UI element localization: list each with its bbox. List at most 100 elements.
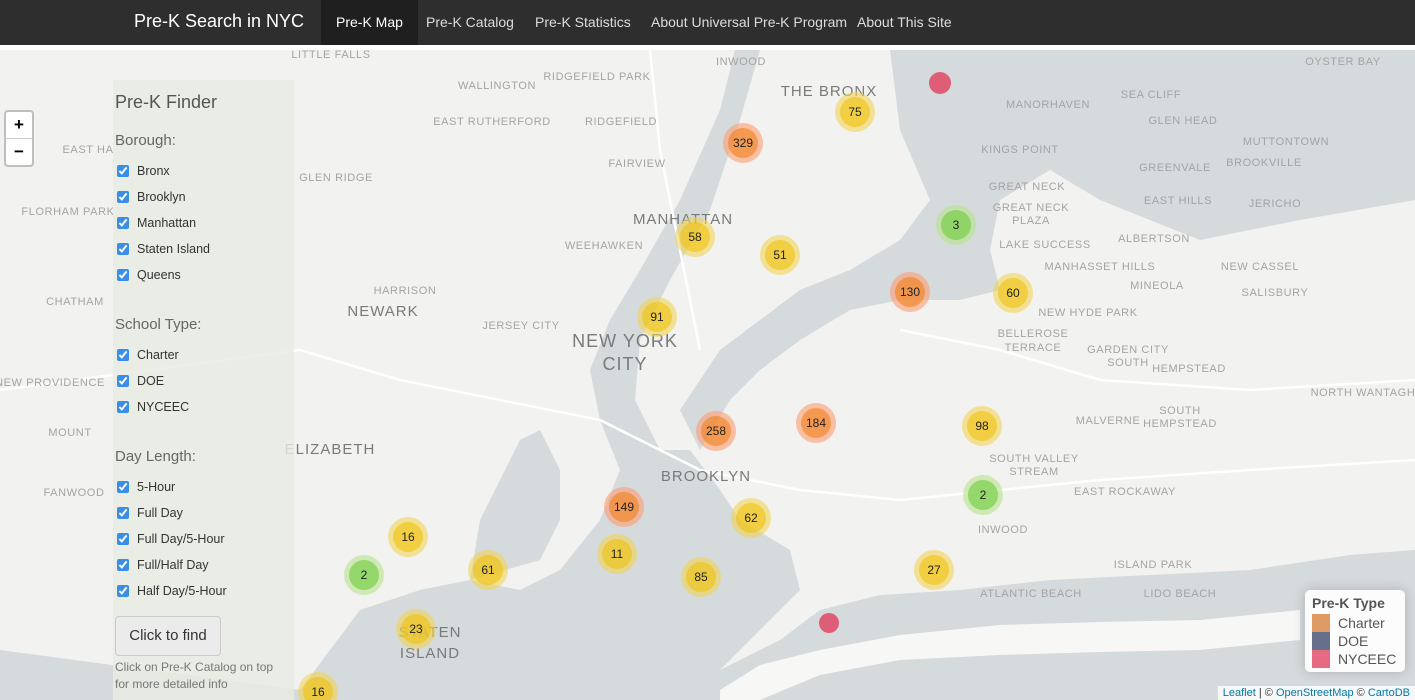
nav-item[interactable]: About Universal Pre-K Program xyxy=(651,14,848,30)
cluster-count: 2 xyxy=(980,488,987,502)
checkbox[interactable] xyxy=(117,401,129,413)
cluster-core xyxy=(686,562,716,592)
attribution: Leaflet | © OpenStreetMap © CartoDB xyxy=(1217,686,1415,700)
cluster-core xyxy=(919,555,949,585)
cluster[interactable]: 62 xyxy=(731,498,771,538)
map-canvas: LITTLE FALLS WALLINGTON RIDGEFIELD PARK INW… xyxy=(0,50,1415,700)
place-label: MALVERNE xyxy=(1076,415,1141,427)
cluster-core xyxy=(895,277,925,307)
option-label: Full/Half Day xyxy=(137,558,209,572)
place-label: LIDO BEACH xyxy=(1144,588,1217,600)
place-label: SEA CLIFF xyxy=(1121,89,1181,101)
option-label: Brooklyn xyxy=(137,190,186,204)
checkbox[interactable] xyxy=(117,585,129,597)
option-label: Half Day/5-Hour xyxy=(137,584,227,598)
cluster[interactable]: 61 xyxy=(468,550,508,590)
cluster-count: 58 xyxy=(688,230,702,244)
place-label: ELIZABETH xyxy=(285,441,376,458)
nav-item[interactable]: About This Site xyxy=(857,14,952,30)
option-label: Manhattan xyxy=(137,216,197,230)
attribution-link[interactable]: OpenStreetMap xyxy=(1275,687,1354,699)
cluster[interactable]: 58 xyxy=(675,217,715,257)
cluster[interactable]: 2 xyxy=(963,475,1003,515)
place-label: LITTLE FALLS xyxy=(291,50,370,61)
checkbox[interactable] xyxy=(117,269,129,281)
legend-swatch xyxy=(1312,650,1330,668)
cluster[interactable]: 23 xyxy=(396,609,436,649)
zoom-control: + − xyxy=(4,110,34,167)
sidebar-title: Pre-K Finder xyxy=(115,92,218,112)
option: Full Day xyxy=(115,506,183,520)
place-label: EAST HA xyxy=(62,144,113,156)
find-button[interactable]: Click to find xyxy=(115,616,221,656)
cluster[interactable]: 329 xyxy=(723,123,763,163)
cluster[interactable]: 258 xyxy=(696,411,736,451)
checkbox[interactable] xyxy=(117,481,129,493)
checkbox[interactable] xyxy=(117,243,129,255)
option-label: Queens xyxy=(137,268,181,282)
place-label: FANWOOD xyxy=(43,487,104,499)
single-marker[interactable] xyxy=(929,72,951,94)
option-label: Charter xyxy=(137,348,179,362)
cluster[interactable]: 91 xyxy=(637,297,677,337)
zoom-out[interactable]: − xyxy=(6,138,32,165)
single-marker[interactable] xyxy=(819,613,839,633)
cluster[interactable]: 2 xyxy=(344,555,384,595)
checkbox[interactable] xyxy=(117,375,129,387)
place-label: MANHASSET HILLS xyxy=(1045,261,1156,273)
cluster[interactable]: 75 xyxy=(835,92,875,132)
zoom-in[interactable]: + xyxy=(14,115,24,134)
place-label: RIDGEFIELD PARK xyxy=(543,71,650,83)
cluster[interactable]: 149 xyxy=(604,487,644,527)
cluster-count: 85 xyxy=(694,570,708,584)
place-label: OYSTER BAY xyxy=(1305,56,1381,68)
place-label: SOUTH VALLEY xyxy=(989,453,1079,465)
option-label: Bronx xyxy=(137,164,170,178)
checkbox[interactable] xyxy=(117,165,129,177)
legend: Pre-K Type Charter DOE NYCEEC xyxy=(1305,590,1405,672)
cluster[interactable]: 27 xyxy=(914,550,954,590)
cluster[interactable]: 3 xyxy=(936,205,976,245)
cluster[interactable]: 85 xyxy=(681,557,721,597)
note: for more detailed info xyxy=(115,677,228,691)
cluster-count: 11 xyxy=(611,547,624,561)
checkbox[interactable] xyxy=(117,349,129,361)
place-label: FLORHAM PARK xyxy=(21,206,114,218)
attribution-text: | © xyxy=(1255,687,1276,699)
nav-item[interactable]: Pre-K Statistics xyxy=(535,14,631,30)
checkbox[interactable] xyxy=(117,191,129,203)
group-label: Borough: xyxy=(115,132,176,149)
checkbox[interactable] xyxy=(117,217,129,229)
cluster[interactable]: 184 xyxy=(796,403,836,443)
brand[interactable]: Pre-K Search in NYC xyxy=(134,11,305,31)
checkbox[interactable] xyxy=(117,533,129,545)
place-label: HEMPSTEAD xyxy=(1152,363,1226,375)
attribution-link[interactable]: CartoDB xyxy=(1367,687,1410,699)
cluster[interactable]: 16 xyxy=(298,672,338,700)
nav-item[interactable]: Pre-K Catalog xyxy=(426,14,514,30)
checkbox[interactable] xyxy=(117,507,129,519)
cluster-count: 27 xyxy=(927,563,941,577)
cluster-count: 62 xyxy=(744,511,758,525)
checkbox[interactable] xyxy=(117,559,129,571)
cluster[interactable]: 11 xyxy=(597,534,637,574)
cluster-core xyxy=(303,677,333,700)
cluster[interactable]: 98 xyxy=(962,406,1002,446)
place-label: HARRISON xyxy=(374,285,437,297)
option-label: Staten Island xyxy=(137,242,210,256)
cluster-count: 16 xyxy=(401,530,415,544)
cluster[interactable]: 16 xyxy=(388,517,428,557)
cluster-count: 2 xyxy=(361,568,368,582)
cluster[interactable]: 60 xyxy=(993,273,1033,313)
nav-item[interactable]: Pre-K Map xyxy=(321,0,418,45)
attribution-link[interactable]: Leaflet xyxy=(1222,687,1256,699)
cluster-core xyxy=(349,560,379,590)
cluster-core xyxy=(998,278,1028,308)
cluster-count: 184 xyxy=(806,416,826,430)
cluster[interactable]: 51 xyxy=(760,235,800,275)
cluster-core xyxy=(765,240,795,270)
cluster[interactable]: 130 xyxy=(890,272,930,312)
navbar: Pre-K Search in NYC Pre-K Map Pre-K Catal… xyxy=(0,0,1415,45)
option-label: Full Day/5-Hour xyxy=(137,532,225,546)
